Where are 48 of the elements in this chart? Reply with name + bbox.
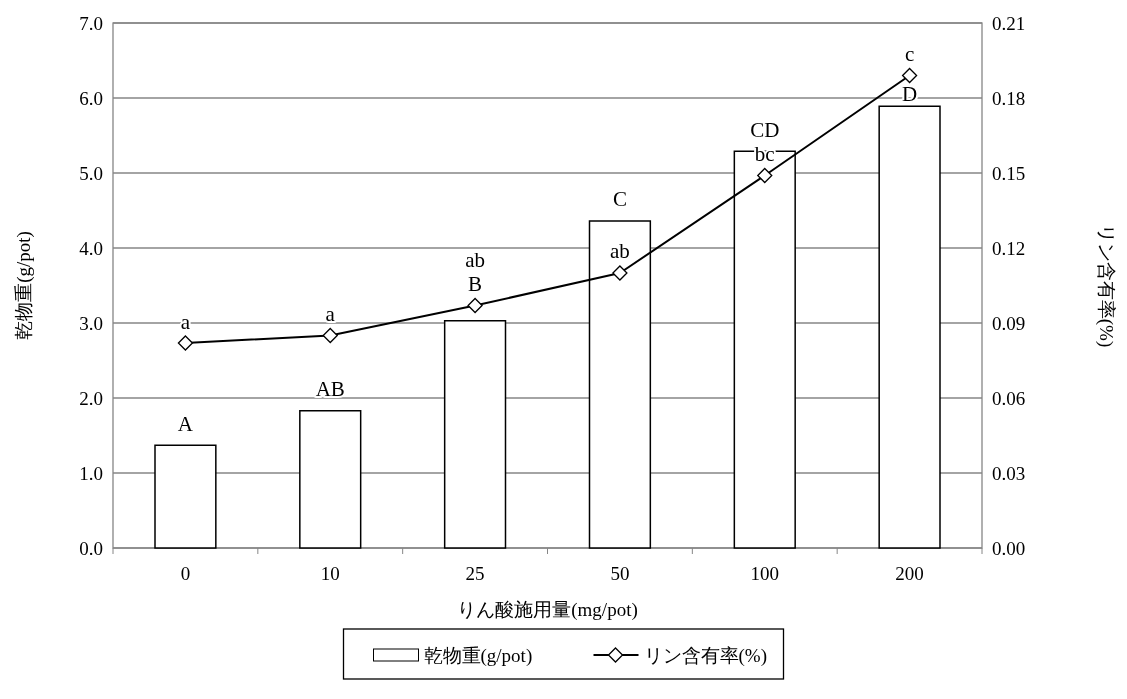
annotation: B bbox=[468, 271, 483, 296]
legend-label: 乾物重(g/pot) bbox=[423, 644, 533, 667]
point bbox=[467, 297, 483, 314]
point bbox=[612, 265, 628, 281]
point bbox=[177, 335, 194, 351]
bar bbox=[299, 410, 362, 549]
x-tick-label: 25 bbox=[465, 563, 485, 584]
y2-axis-title: リン含有率(%) bbox=[1095, 223, 1117, 348]
y2-tick-label: 0.18 bbox=[992, 87, 1026, 109]
annotation: A bbox=[177, 411, 194, 436]
annotation: a bbox=[180, 309, 191, 334]
point bbox=[901, 67, 918, 84]
y-tick-label: 0.0 bbox=[79, 537, 103, 559]
y2-tick-label: 0.00 bbox=[992, 537, 1026, 559]
annotation: C bbox=[612, 187, 627, 212]
y2-tick-label: 0.03 bbox=[992, 462, 1026, 484]
annotation: D bbox=[902, 81, 918, 106]
y-tick-label: 4.0 bbox=[79, 237, 103, 259]
y-tick-label: 1.0 bbox=[79, 462, 103, 484]
x-tick-label: 0 bbox=[180, 563, 191, 584]
annotation: CD bbox=[750, 117, 780, 142]
x-tick-label: 100 bbox=[750, 563, 779, 584]
x-tick-label: 10 bbox=[320, 563, 340, 584]
y-tick-label: 7.0 bbox=[79, 12, 103, 34]
y-tick-label: 5.0 bbox=[79, 162, 103, 184]
y2-tick-label: 0.15 bbox=[992, 162, 1026, 184]
legend-label: リン含有率(%) bbox=[643, 644, 767, 667]
bar bbox=[154, 444, 217, 549]
y2-tick-label: 0.06 bbox=[992, 387, 1026, 409]
y2-tick-label: 0.09 bbox=[992, 312, 1026, 334]
x-axis-title: りん酸施用量(mg/pot) bbox=[457, 599, 638, 621]
x-tick-label: 200 bbox=[895, 563, 924, 584]
y-axis-title: 乾物重(g/pot) bbox=[13, 231, 35, 340]
annotation: c bbox=[904, 41, 915, 66]
bar bbox=[878, 105, 941, 549]
y2-tick-label: 0.12 bbox=[992, 237, 1026, 259]
point bbox=[322, 327, 338, 344]
y-tick-label: 2.0 bbox=[79, 387, 103, 409]
point bbox=[757, 167, 773, 184]
y-tick-label: 6.0 bbox=[79, 87, 103, 109]
x-tick-label: 50 bbox=[610, 563, 630, 584]
y2-tick-label: 0.21 bbox=[992, 12, 1026, 34]
annotation: ab bbox=[465, 247, 485, 272]
bar bbox=[443, 320, 507, 549]
annotation: AB bbox=[315, 377, 345, 402]
annotation: ab bbox=[610, 239, 630, 264]
y-tick-label: 3.0 bbox=[79, 312, 103, 334]
annotation: a bbox=[325, 302, 336, 327]
